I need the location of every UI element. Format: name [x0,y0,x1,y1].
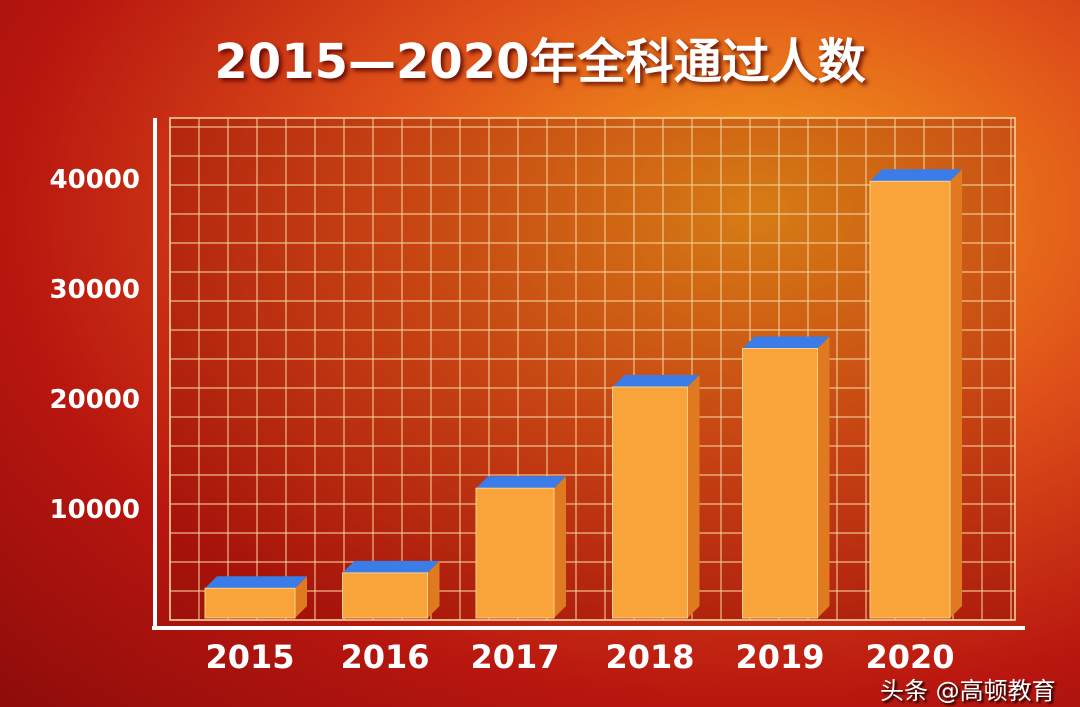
bar-side [687,375,700,618]
bar-side [950,169,962,619]
chart-title: 2015—2020年全科通过人数 [214,34,866,90]
bar-2015 [204,587,296,619]
bar-side [554,476,566,618]
bar-top [476,476,566,489]
x-tick-label: 2017 [470,638,559,676]
x-tick-label: 2019 [735,638,824,676]
y-tick-label: 40000 [50,165,140,195]
bar-2017 [475,487,555,619]
x-tick-label: 2018 [605,638,694,676]
x-tick-label: 2015 [205,638,294,676]
bar-top [870,169,962,182]
bar-top [205,576,307,589]
bar-2020 [869,180,951,619]
x-tick-label: 2020 [865,638,954,676]
bar-side [295,576,307,618]
bar-side [817,336,830,618]
bar-2016 [342,572,428,619]
bar-2019 [742,348,818,619]
watermark: 头条 @高顿教育 [880,677,1056,705]
bar-side [427,560,440,618]
y-tick-label: 10000 [50,495,140,525]
bar-top [742,336,830,349]
bar-2018 [612,386,688,619]
y-tick-label: 20000 [50,385,140,415]
x-tick-label: 2016 [340,638,429,676]
y-tick-label: 30000 [50,275,140,305]
bar-top [342,560,440,573]
bar-top [612,375,700,387]
